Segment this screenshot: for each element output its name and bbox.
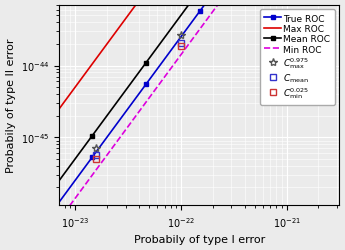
- True ROC: [36, 229, 40, 232]
- Line: $C_{\mathrm{mean}}$: $C_{\mathrm{mean}}$: [93, 0, 310, 158]
- X-axis label: Probabily of type I error: Probabily of type I error: [134, 234, 265, 244]
- $C_{\mathrm{mean}}$: [179, 42, 183, 45]
- Min ROC: [37, 246, 41, 248]
- Min ROC: [36, 247, 40, 250]
- Legend: True ROC, Max ROC, Mean ROC, Min ROC, $C^{0.975}_{\mathrm{max}}$, $C_{\mathrm{me: True ROC, Max ROC, Mean ROC, Min ROC, $C…: [260, 10, 335, 105]
- $C_{\mathrm{mean}}$: [94, 154, 98, 157]
- Mean ROC: [36, 208, 40, 210]
- Line: $C^{0.975}_{\mathrm{max}}$: $C^{0.975}_{\mathrm{max}}$: [92, 0, 312, 152]
- Line: Mean ROC: Mean ROC: [36, 0, 345, 211]
- Y-axis label: Probabily of type II error: Probabily of type II error: [6, 38, 16, 172]
- True ROC: [37, 228, 41, 230]
- Line: True ROC: True ROC: [36, 0, 345, 232]
- Line: Max ROC: Max ROC: [38, 0, 345, 138]
- $C^{0.975}_{\mathrm{max}}$: [179, 35, 183, 38]
- Line: Min ROC: Min ROC: [38, 0, 345, 248]
- Line: $C^{0.025}_{\mathrm{min}}$: $C^{0.025}_{\mathrm{min}}$: [93, 0, 310, 162]
- $C^{0.025}_{\mathrm{min}}$: [94, 158, 98, 160]
- Max ROC: [37, 135, 41, 138]
- Max ROC: [36, 136, 40, 139]
- Mean ROC: [37, 206, 41, 209]
- $C^{0.025}_{\mathrm{min}}$: [179, 46, 183, 48]
- $C^{0.975}_{\mathrm{max}}$: [94, 147, 98, 150]
